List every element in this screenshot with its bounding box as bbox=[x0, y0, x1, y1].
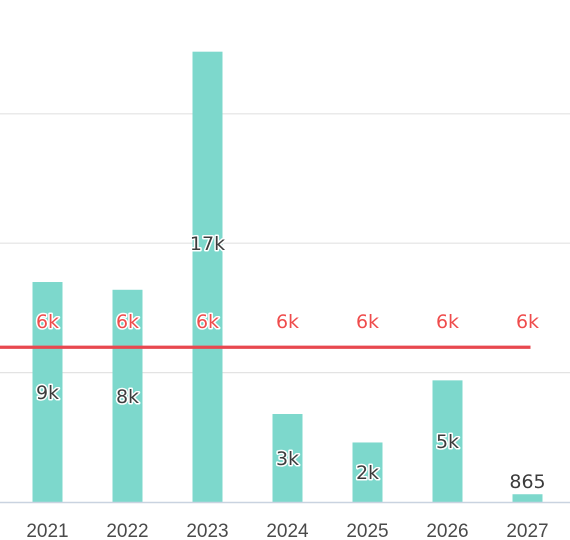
x-tick-label: 2026 bbox=[426, 521, 468, 540]
x-tick-label: 2022 bbox=[106, 521, 148, 540]
bar-2022 bbox=[112, 289, 143, 502]
x-tick-label: 2021 bbox=[26, 521, 68, 540]
bar-2027 bbox=[512, 494, 543, 502]
bar-2024 bbox=[272, 414, 303, 502]
x-tick-label: 2027 bbox=[506, 521, 548, 540]
bar-series bbox=[32, 51, 543, 503]
line-value-label: 6k bbox=[196, 311, 219, 333]
bar-2023 bbox=[192, 51, 223, 503]
data-labels: 9k 8k 17k 3k 2k 5k 865 6k 6k 6k 6k 6k 6k 6k bbox=[34, 232, 547, 495]
line-value-label: 6k bbox=[36, 311, 59, 333]
line-value-label: 6k bbox=[356, 311, 379, 333]
bar-value-label: 8k bbox=[116, 386, 139, 408]
line-value-label: 6k bbox=[436, 311, 459, 333]
x-tick-label: 2024 bbox=[266, 521, 309, 540]
bar-2025 bbox=[352, 442, 383, 502]
bar-value-label: 17k bbox=[190, 233, 225, 255]
x-axis: 2021 2022 2023 2024 2025 2026 2027 bbox=[0, 501, 570, 540]
bar-value-label: 865 bbox=[509, 471, 545, 493]
bar-value-label: 2k bbox=[356, 462, 379, 484]
x-tick-label: 2025 bbox=[346, 521, 388, 540]
bar-value-label: 9k bbox=[36, 382, 59, 404]
line-value-label: 6k bbox=[116, 311, 139, 333]
x-tick-label: 2023 bbox=[186, 521, 228, 540]
gridlines bbox=[0, 113, 570, 374]
bar-2026 bbox=[432, 380, 463, 502]
line-value-label: 6k bbox=[516, 311, 539, 333]
bar-value-label: 5k bbox=[436, 431, 459, 453]
bar-2021 bbox=[32, 282, 63, 502]
line-value-label: 6k bbox=[276, 311, 299, 333]
bar-value-label: 3k bbox=[276, 448, 299, 470]
